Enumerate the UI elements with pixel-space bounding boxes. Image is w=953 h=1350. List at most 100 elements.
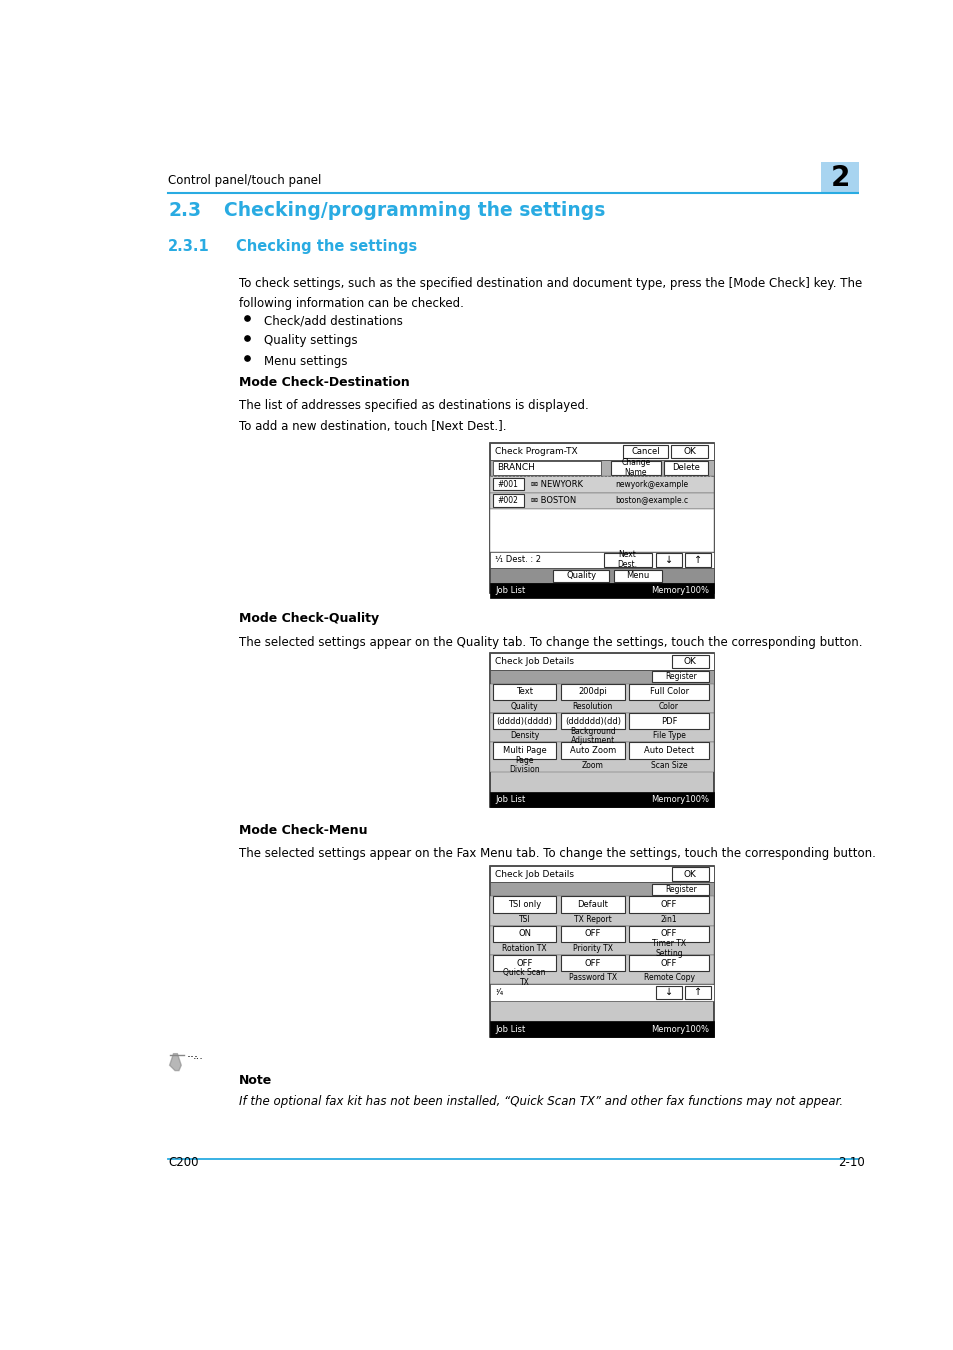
Text: (dddd)(dddd): (dddd)(dddd) — [497, 717, 552, 726]
Bar — [489, 509, 714, 552]
Text: Scan Size: Scan Size — [650, 760, 687, 770]
Text: Checking/programming the settings: Checking/programming the settings — [224, 201, 604, 220]
Text: To add a new destination, touch [Next Dest.].: To add a new destination, touch [Next De… — [239, 420, 506, 433]
Bar — [489, 443, 714, 459]
Text: 2: 2 — [830, 165, 849, 192]
FancyBboxPatch shape — [629, 713, 708, 729]
FancyBboxPatch shape — [652, 884, 708, 895]
Text: Checking the settings: Checking the settings — [236, 239, 417, 254]
FancyBboxPatch shape — [560, 954, 624, 971]
Bar — [489, 713, 714, 743]
FancyBboxPatch shape — [560, 743, 624, 759]
Text: ✉ BOSTON: ✉ BOSTON — [530, 497, 576, 505]
Bar — [489, 670, 714, 684]
Text: Memory100%: Memory100% — [650, 795, 708, 805]
Text: Quality settings: Quality settings — [264, 335, 357, 347]
Bar — [489, 568, 714, 583]
FancyBboxPatch shape — [655, 554, 681, 567]
Bar — [489, 865, 714, 1037]
Text: Check Program-TX: Check Program-TX — [495, 447, 578, 456]
Text: OFF: OFF — [660, 929, 677, 938]
Text: The selected settings appear on the Fax Menu tab. To change the settings, touch : The selected settings appear on the Fax … — [239, 848, 876, 860]
Text: File Type: File Type — [652, 732, 685, 740]
Text: ↓: ↓ — [664, 987, 672, 998]
Bar — [489, 896, 714, 926]
Text: OFF: OFF — [584, 929, 600, 938]
Text: Default: Default — [577, 900, 608, 909]
Text: newyork@example: newyork@example — [615, 481, 688, 489]
FancyBboxPatch shape — [493, 743, 556, 759]
Text: Change
Name: Change Name — [620, 459, 650, 478]
Text: TSI: TSI — [518, 914, 530, 923]
Text: Note: Note — [239, 1075, 273, 1088]
Text: ON: ON — [517, 929, 531, 938]
Text: Check Job Details: Check Job Details — [495, 869, 574, 879]
Text: Job List: Job List — [495, 795, 525, 805]
Text: Zoom: Zoom — [581, 760, 603, 770]
Bar — [489, 477, 714, 493]
Bar — [489, 583, 714, 598]
Text: following information can be checked.: following information can be checked. — [239, 297, 464, 309]
FancyBboxPatch shape — [663, 462, 707, 475]
Text: boston@example.c: boston@example.c — [615, 497, 688, 505]
FancyBboxPatch shape — [493, 478, 523, 490]
Text: Mode Check-Menu: Mode Check-Menu — [239, 825, 368, 837]
Text: Background
Adjustment: Background Adjustment — [569, 726, 615, 745]
Text: OFF: OFF — [660, 958, 677, 968]
FancyBboxPatch shape — [560, 713, 624, 729]
Text: OFF: OFF — [584, 958, 600, 968]
Bar — [489, 552, 714, 568]
Text: Mode Check-Destination: Mode Check-Destination — [239, 377, 410, 389]
FancyBboxPatch shape — [671, 655, 708, 668]
Text: Quick Scan
TX: Quick Scan TX — [503, 968, 545, 987]
FancyBboxPatch shape — [629, 926, 708, 942]
FancyBboxPatch shape — [493, 896, 556, 913]
Bar — [489, 493, 714, 509]
Text: ↑: ↑ — [694, 987, 701, 998]
FancyBboxPatch shape — [493, 713, 556, 729]
Text: ...: ... — [193, 1050, 204, 1061]
Text: #002: #002 — [497, 495, 518, 505]
Text: The list of addresses specified as destinations is displayed.: The list of addresses specified as desti… — [239, 400, 589, 412]
Bar — [489, 865, 714, 883]
Text: 200dpi: 200dpi — [578, 687, 606, 697]
Text: Check/add destinations: Check/add destinations — [264, 315, 402, 328]
Text: Delete: Delete — [672, 463, 700, 472]
FancyBboxPatch shape — [560, 926, 624, 942]
Text: Page
Division: Page Division — [509, 756, 539, 775]
Bar — [489, 459, 714, 477]
Text: Password TX: Password TX — [568, 973, 617, 983]
FancyBboxPatch shape — [629, 954, 708, 971]
Bar — [820, 162, 860, 194]
FancyBboxPatch shape — [652, 671, 708, 682]
Text: Remote Copy: Remote Copy — [643, 973, 694, 983]
Text: ¹⁄₄: ¹⁄₄ — [495, 988, 503, 996]
Text: Memory100%: Memory100% — [650, 1025, 708, 1034]
Text: Quality: Quality — [565, 571, 596, 580]
Text: (dddddd)(dd): (dddddd)(dd) — [564, 717, 620, 726]
Text: Timer TX
Setting: Timer TX Setting — [651, 940, 685, 957]
FancyBboxPatch shape — [493, 926, 556, 942]
Text: OFF: OFF — [660, 900, 677, 909]
Bar — [489, 653, 714, 670]
Text: ↑: ↑ — [694, 555, 701, 564]
Text: ...: ... — [187, 1048, 198, 1060]
FancyBboxPatch shape — [603, 554, 651, 567]
FancyBboxPatch shape — [493, 954, 556, 971]
Text: Menu: Menu — [625, 571, 649, 580]
Text: 2.3.1: 2.3.1 — [168, 239, 210, 254]
FancyBboxPatch shape — [493, 684, 556, 701]
Text: Register: Register — [664, 884, 696, 894]
Bar — [489, 926, 714, 954]
Text: Rotation TX: Rotation TX — [501, 944, 546, 953]
Text: Text: Text — [516, 687, 533, 697]
Text: Check Job Details: Check Job Details — [495, 657, 574, 666]
FancyBboxPatch shape — [553, 570, 608, 582]
Text: OK: OK — [682, 447, 696, 456]
Bar — [489, 792, 714, 807]
Bar — [489, 1022, 714, 1037]
Text: Control panel/touch panel: Control panel/touch panel — [168, 174, 321, 186]
FancyBboxPatch shape — [671, 867, 708, 880]
Text: ¹⁄₁ Dest. : 2: ¹⁄₁ Dest. : 2 — [495, 555, 540, 564]
Bar — [489, 984, 714, 1000]
